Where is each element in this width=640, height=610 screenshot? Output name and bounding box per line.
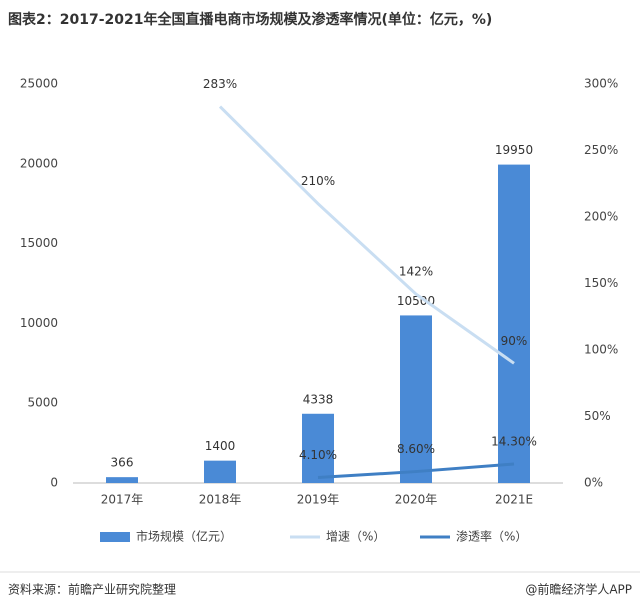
x-tick-label: 2020年 — [395, 493, 438, 507]
line-label: 90% — [501, 334, 528, 348]
line-label: 4.10% — [299, 448, 337, 462]
x-tick-label: 2019年 — [297, 493, 340, 507]
y2-tick-label: 150% — [584, 276, 618, 290]
footer-note: @前瞻经济学人APP — [525, 582, 632, 597]
y2-tick-label: 200% — [584, 210, 618, 224]
legend-swatch — [100, 532, 130, 542]
line-label: 142% — [399, 265, 433, 279]
y2-tick-label: 250% — [584, 143, 618, 157]
y2-tick-label: 300% — [584, 77, 618, 91]
line-label: 8.60% — [397, 442, 435, 456]
y-tick-label: 10000 — [20, 316, 58, 330]
line — [218, 105, 515, 365]
bar — [204, 460, 236, 483]
y-tick-label: 5000 — [27, 396, 58, 410]
line-label: 283% — [203, 77, 237, 91]
legend-label: 市场规模（亿元） — [136, 529, 232, 544]
bar — [400, 315, 432, 483]
bar — [106, 477, 138, 483]
x-tick-label: 2021E — [495, 493, 533, 507]
y2-tick-label: 50% — [584, 409, 611, 423]
legend-label: 渗透率（%） — [456, 529, 527, 544]
y-tick-label: 15000 — [20, 236, 58, 250]
bar-label: 10500 — [397, 294, 435, 308]
bar — [302, 413, 334, 483]
x-tick-label: 2018年 — [199, 493, 242, 507]
x-tick-label: 2017年 — [101, 493, 144, 507]
line-label: 210% — [301, 174, 335, 188]
chart-title: 图表2：2017-2021年全国直播电商市场规模及渗透率情况(单位：亿元，%) — [8, 11, 492, 28]
y2-tick-label: 0% — [584, 476, 603, 490]
bar-label: 4338 — [303, 392, 334, 406]
bar-label: 366 — [111, 456, 134, 470]
source: 资料来源：前瞻产业研究院整理 — [8, 582, 176, 597]
line-label: 14.30% — [491, 434, 537, 448]
y-tick-label: 0 — [50, 476, 58, 490]
y-tick-label: 25000 — [20, 77, 58, 91]
bar-label: 19950 — [495, 143, 533, 157]
legend-label: 增速（%） — [326, 530, 385, 544]
bar-label: 1400 — [205, 439, 236, 453]
line — [317, 462, 515, 480]
y-tick-label: 20000 — [20, 156, 58, 170]
bar — [498, 164, 530, 483]
y2-tick-label: 100% — [584, 343, 618, 357]
